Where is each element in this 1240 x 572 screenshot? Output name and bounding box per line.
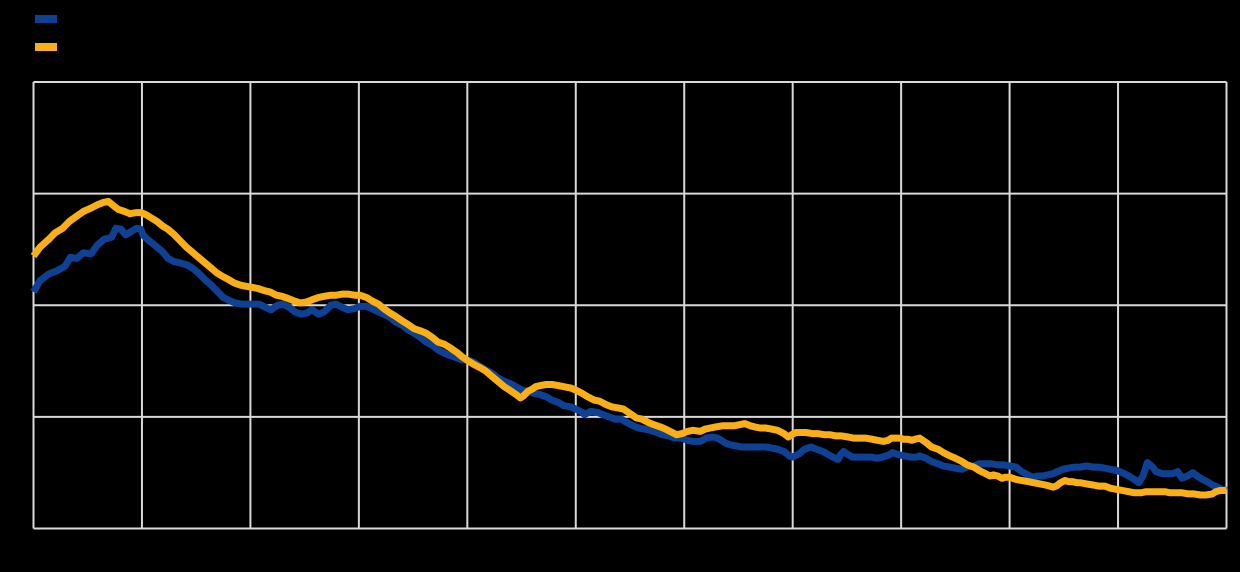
legend-swatch-blue [35, 15, 57, 23]
legend-swatch-yellow [35, 43, 57, 51]
series-line-yellow [30, 197, 1227, 499]
series-line-blue [30, 224, 1228, 494]
chart-legend [35, 5, 65, 61]
legend-item-blue [35, 5, 65, 33]
grid [32, 81, 1228, 530]
legend-item-yellow [35, 33, 65, 61]
